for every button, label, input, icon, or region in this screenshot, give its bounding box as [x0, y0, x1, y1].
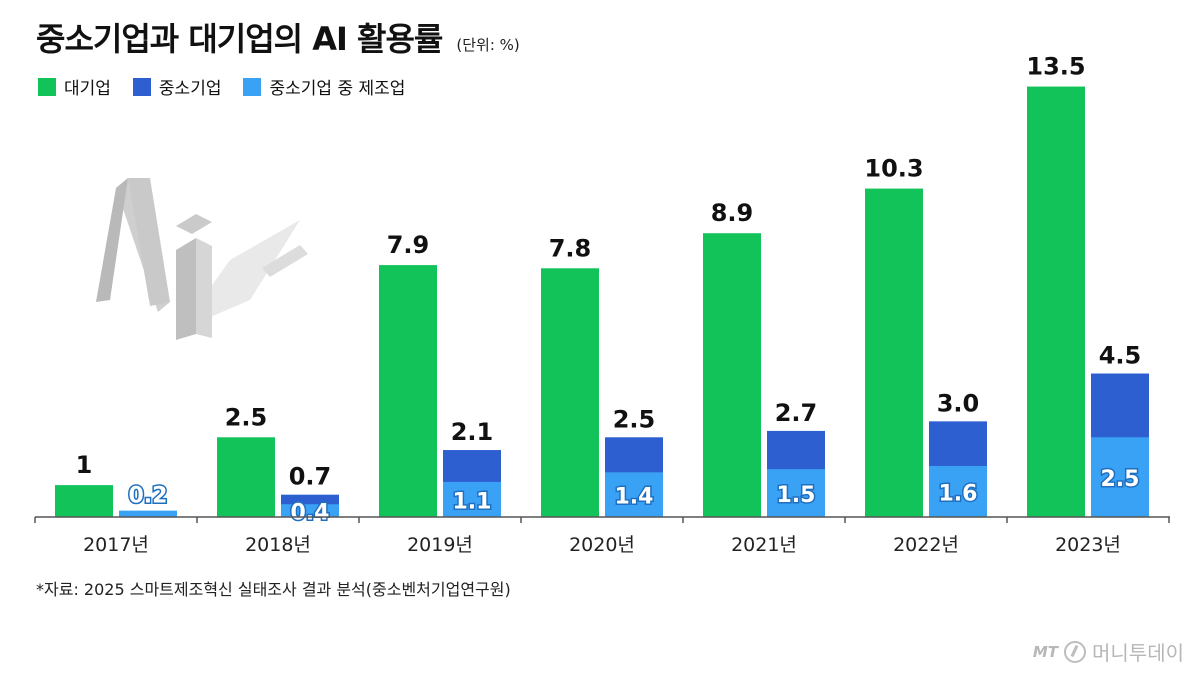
legend: 대기업 중소기업 중소기업 중 제조업	[38, 74, 405, 99]
legend-swatch	[243, 77, 262, 96]
legend-item-sme: 중소기업	[132, 74, 222, 99]
data-label-large-company: 8.9	[711, 199, 754, 227]
data-label-large-company: 1	[76, 451, 93, 479]
bar-large-company	[1027, 86, 1085, 518]
brand-name: 머니투데이	[1092, 641, 1184, 665]
title-row: 중소기업과 대기업의 AI 활용률 (단위: %)	[36, 14, 520, 60]
data-label-large-company: 7.9	[387, 231, 430, 259]
legend-swatch	[132, 77, 151, 96]
legend-label: 중소기업 중 제조업	[269, 79, 406, 99]
data-label-sme: 2.5	[613, 405, 656, 433]
bar-sme-manufacturing	[605, 472, 663, 517]
bar-sme-manufacturing	[1091, 437, 1149, 517]
bar-large-company	[55, 485, 113, 517]
bar-large-company	[865, 188, 923, 517]
data-label-sme-manufacturing: 2.5	[1101, 467, 1140, 492]
bar-sme-manufacturing	[929, 465, 987, 517]
legend-label: 대기업	[64, 79, 111, 99]
x-tick-label: 2018년	[245, 534, 311, 556]
brand-circle-icon	[1064, 640, 1086, 663]
brand-mark: MT	[1032, 642, 1058, 661]
brand-logo: MT 머니투데이	[1033, 637, 1184, 666]
bar-large-company	[217, 437, 275, 517]
x-tick-label: 2022년	[893, 534, 959, 556]
data-label-large-company: 10.3	[864, 155, 923, 183]
unit-label: (단위: %)	[456, 36, 520, 54]
bar-sme-manufacturing	[119, 510, 177, 517]
source-note: *자료: 2025 스마트제조혁신 실태조사 결과 분석(중소벤처기업연구원)	[36, 580, 511, 599]
data-label-sme-manufacturing: 0.2	[129, 484, 168, 509]
legend-item-sme-manufacturing: 중소기업 중 제조업	[243, 74, 405, 99]
legend-item-large: 대기업	[38, 74, 111, 99]
bar-sme-manufacturing	[281, 504, 339, 517]
data-label-sme: 0.7	[289, 463, 332, 491]
x-tick-label: 2019년	[407, 534, 473, 556]
legend-swatch	[38, 77, 56, 96]
legend-label: 중소기업	[158, 79, 222, 99]
data-label-sme-manufacturing: 1.6	[939, 481, 978, 506]
data-label-sme: 4.5	[1099, 342, 1142, 370]
data-label-sme-manufacturing: 1.4	[615, 485, 654, 510]
data-label-sme: 2.1	[451, 418, 494, 446]
x-tick-label: 2020년	[569, 534, 635, 556]
data-label-sme: 2.7	[775, 399, 818, 427]
bar-large-company	[703, 233, 761, 517]
data-label-sme-manufacturing: 1.5	[777, 483, 816, 508]
x-tick-label: 2021년	[731, 534, 797, 556]
bar-large-company	[541, 268, 599, 517]
data-label-large-company: 7.8	[549, 234, 592, 262]
x-tick-label: 2023년	[1055, 534, 1121, 556]
bar-sme-manufacturing	[767, 469, 825, 517]
chart-title: 중소기업과 대기업의 AI 활용률	[36, 20, 443, 58]
bar-large-company	[379, 265, 437, 517]
x-tick-label: 2017년	[83, 534, 149, 556]
data-label-large-company: 2.5	[225, 403, 268, 431]
ai-illustration-icon	[96, 178, 308, 340]
data-label-sme-manufacturing: 1.1	[453, 489, 492, 514]
data-label-sme-manufacturing: 0.4	[291, 501, 330, 526]
bar-sme-manufacturing	[443, 481, 501, 517]
data-label-sme: 3.0	[937, 389, 980, 417]
data-label-large-company: 13.5	[1026, 53, 1085, 81]
